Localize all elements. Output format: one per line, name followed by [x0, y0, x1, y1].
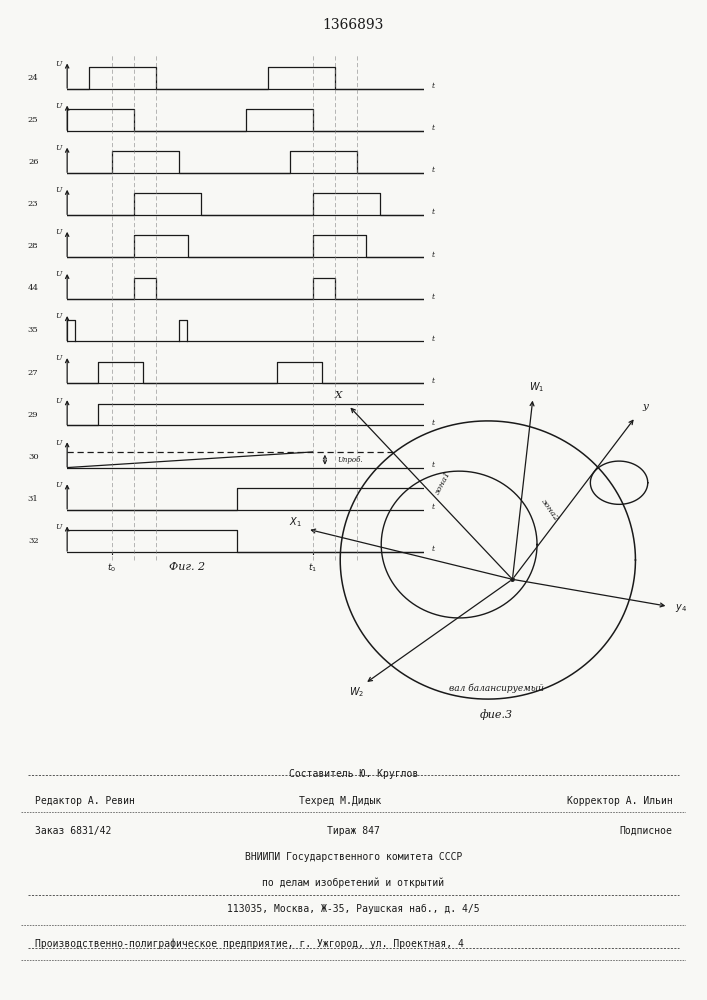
Text: 31: 31	[28, 495, 39, 503]
Text: t: t	[431, 377, 435, 385]
Text: 29: 29	[28, 411, 39, 419]
Text: 30: 30	[28, 453, 39, 461]
Text: зона1: зона1	[433, 470, 452, 496]
Text: $W_1$: $W_1$	[530, 380, 544, 394]
Text: t: t	[431, 503, 435, 511]
Text: t: t	[431, 335, 435, 343]
Text: t: t	[431, 251, 435, 259]
Text: U: U	[55, 228, 62, 236]
Text: вал балансируемый: вал балансируемый	[449, 684, 544, 693]
Text: U: U	[55, 144, 62, 152]
Text: $y_4$: $y_4$	[674, 602, 686, 614]
Text: U: U	[55, 60, 62, 68]
Text: U: U	[55, 270, 62, 278]
Text: 1366893: 1366893	[323, 18, 384, 32]
Text: $t_1$: $t_1$	[308, 562, 317, 574]
Text: y: y	[643, 402, 648, 411]
Text: зона2: зона2	[539, 498, 560, 523]
Text: U: U	[55, 312, 62, 320]
Text: $W_2$: $W_2$	[349, 685, 364, 699]
Text: X: X	[335, 391, 342, 400]
Text: t: t	[431, 124, 435, 132]
Text: Фиг. 2: Фиг. 2	[168, 562, 205, 572]
Text: 26: 26	[28, 158, 39, 166]
Text: 44: 44	[28, 284, 39, 292]
Text: U: U	[55, 186, 62, 194]
Text: U: U	[55, 481, 62, 489]
Text: 28: 28	[28, 242, 39, 250]
Text: 23: 23	[28, 200, 39, 208]
Text: U: U	[55, 439, 62, 447]
Text: Производственно-полиграфическое предприятие, г. Ужгород, ул. Проектная, 4: Производственно-полиграфическое предприя…	[35, 939, 463, 949]
Text: t: t	[431, 461, 435, 469]
Text: U: U	[55, 397, 62, 405]
Text: t: t	[431, 293, 435, 301]
Text: t: t	[431, 208, 435, 216]
Text: Тираж 847: Тираж 847	[327, 826, 380, 836]
Text: t: t	[431, 545, 435, 553]
Text: U: U	[55, 102, 62, 110]
Text: Редактор А. Ревин: Редактор А. Ревин	[35, 796, 134, 806]
Text: 25: 25	[28, 116, 39, 124]
Text: Uпроб.: Uпроб.	[337, 456, 363, 464]
Text: Составитель Ю. Круглов: Составитель Ю. Круглов	[289, 769, 418, 779]
Text: t: t	[431, 419, 435, 427]
Text: 32: 32	[28, 537, 39, 545]
Text: ВНИИПИ Государственного комитета СССР: ВНИИПИ Государственного комитета СССР	[245, 852, 462, 862]
Text: U: U	[55, 354, 62, 362]
Text: t: t	[431, 82, 435, 90]
Text: Корректор А. Ильин: Корректор А. Ильин	[567, 796, 672, 806]
Text: по делам изобретений и открытий: по делам изобретений и открытий	[262, 878, 445, 888]
Text: U: U	[55, 523, 62, 531]
Text: Техред М.Дидык: Техред М.Дидык	[299, 796, 381, 806]
Text: $X_1$: $X_1$	[288, 515, 301, 529]
Text: Заказ 6831/42: Заказ 6831/42	[35, 826, 111, 836]
Text: 35: 35	[28, 326, 39, 334]
Text: 27: 27	[28, 369, 39, 377]
Text: фие.3: фие.3	[479, 710, 513, 720]
Text: Подписное: Подписное	[619, 826, 672, 836]
Text: t: t	[431, 166, 435, 174]
Text: $t_0$: $t_0$	[107, 562, 117, 574]
Text: 24: 24	[28, 74, 39, 82]
Text: 113035, Москва, Ж-35, Раушская наб., д. 4/5: 113035, Москва, Ж-35, Раушская наб., д. …	[227, 904, 480, 914]
